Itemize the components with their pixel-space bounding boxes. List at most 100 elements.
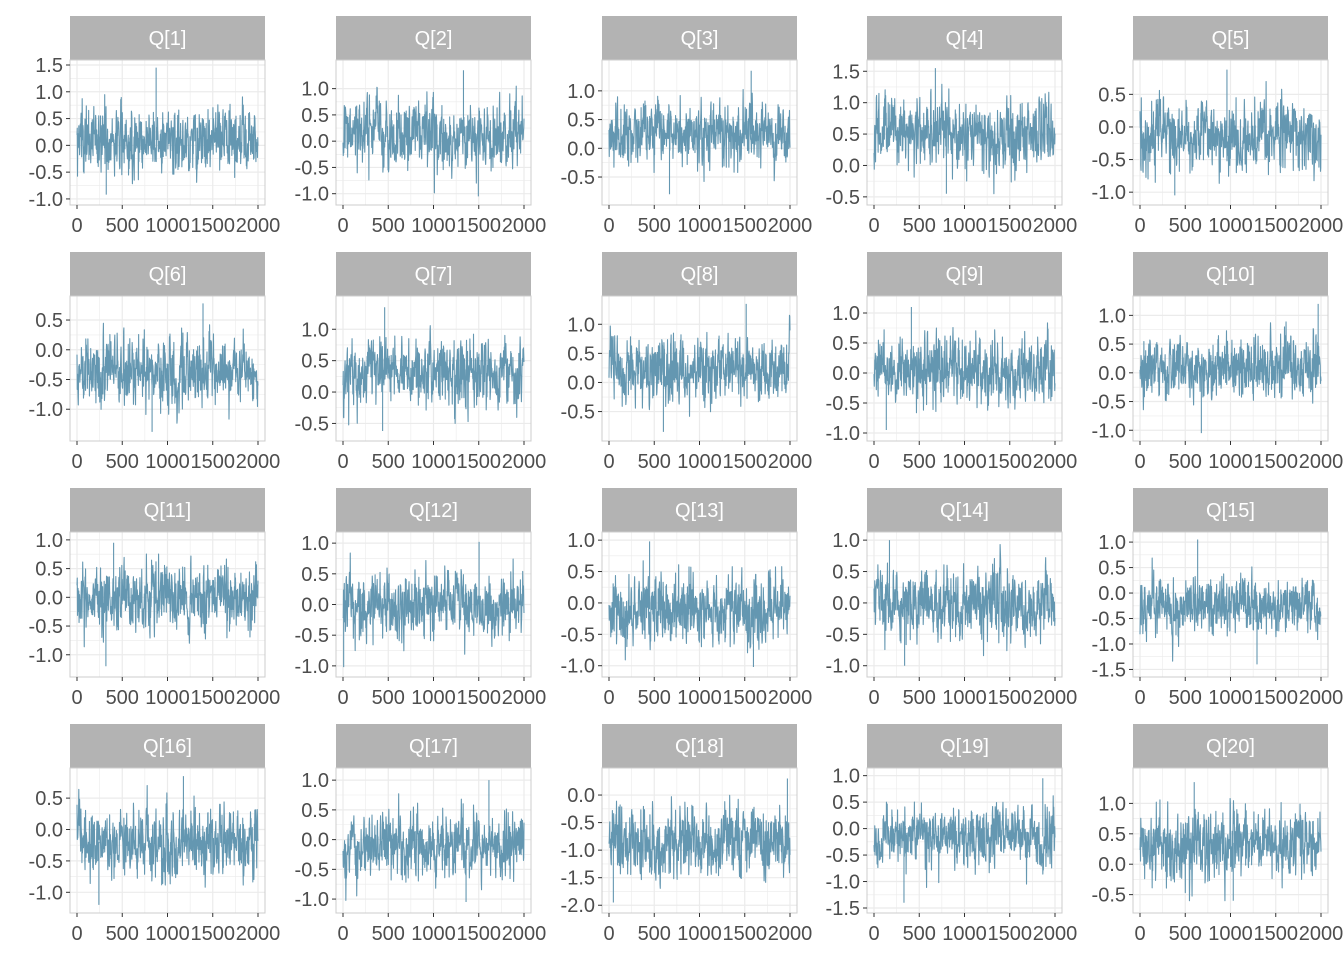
y-tick-label: 0.0 <box>35 340 63 362</box>
y-tick-label: 0.5 <box>35 310 63 332</box>
y-tick-label: 0.5 <box>832 124 860 146</box>
x-tick-label: 2000 <box>502 687 547 709</box>
y-tick-label: 1.0 <box>301 319 329 341</box>
strip-15 <box>1133 488 1328 532</box>
y-tick-label: 1.0 <box>832 530 860 552</box>
y-tick-label: 0.5 <box>35 788 63 810</box>
x-tick-label: 1500 <box>988 687 1033 709</box>
y-tick-label: 0.0 <box>567 138 595 160</box>
y-tick-label: 1.0 <box>301 79 329 101</box>
x-tick-label: 1500 <box>988 215 1033 237</box>
trace-line-5 <box>1139 69 1322 196</box>
trace-line-3 <box>608 70 791 195</box>
trace-line-8 <box>608 303 791 432</box>
strip-8 <box>602 252 797 296</box>
x-tick-label: 1000 <box>145 923 190 945</box>
panel-2: Q[2] -1.0 -0.5 0.0 0.5 1.0 0 500 1000 1500 2000 <box>295 16 546 237</box>
y-tick-label: 1.0 <box>832 93 860 115</box>
y-tick-label: 0.0 <box>567 372 595 394</box>
panel-5: Q[5] -1.0 -0.5 0.0 0.5 0 500 1000 1500 2000 <box>1092 16 1343 237</box>
panel-13: Q[13] -1.0 -0.5 0.0 0.5 1.0 0 500 1000 1500 2000 <box>561 488 813 709</box>
trace-line-16 <box>76 776 259 905</box>
x-tick-label: 1500 <box>457 215 502 237</box>
y-tick-label: -0.5 <box>1092 392 1126 414</box>
x-tick-label: 1500 <box>988 923 1033 945</box>
x-tick-label: 2000 <box>768 687 813 709</box>
x-tick-label: 1000 <box>942 451 987 473</box>
x-tick-label: 1000 <box>1208 451 1253 473</box>
strip-12 <box>336 488 531 532</box>
y-tick-label: -1.0 <box>29 645 63 667</box>
x-tick-label: 2000 <box>1033 923 1078 945</box>
x-tick-label: 0 <box>1134 687 1145 709</box>
y-tick-label: 1.0 <box>301 770 329 792</box>
x-tick-label: 2000 <box>236 451 281 473</box>
x-tick-label: 1000 <box>145 215 190 237</box>
y-tick-label: 0.5 <box>1098 824 1126 846</box>
strip-title: Q[15] <box>1206 500 1255 522</box>
y-tick-label: 0.5 <box>1098 558 1126 580</box>
y-tick-label: 1.0 <box>832 766 860 788</box>
y-tick-label: 0.0 <box>832 819 860 841</box>
strip-9 <box>867 252 1062 296</box>
trace-line-13 <box>608 541 791 667</box>
panel-12: Q[12] -1.0 -0.5 0.0 0.5 1.0 0 500 1000 1500 2000 <box>295 488 547 709</box>
y-tick-label: 0.5 <box>567 110 595 132</box>
x-tick-label: 1000 <box>1208 687 1253 709</box>
x-tick-label: 500 <box>903 687 936 709</box>
y-tick-label: -1.0 <box>29 189 63 211</box>
strip-title: Q[1] <box>149 28 187 50</box>
x-tick-label: 2000 <box>1299 687 1344 709</box>
strip-title: Q[9] <box>946 264 984 286</box>
y-tick-label: 0.5 <box>35 109 63 131</box>
y-tick-label: 0.5 <box>301 564 329 586</box>
y-tick-label: 0.0 <box>832 593 860 615</box>
panel-20: Q[20] -0.5 0.0 0.5 1.0 0 500 1000 1500 2000 <box>1092 724 1343 945</box>
x-tick-label: 500 <box>372 923 405 945</box>
strip-7 <box>336 252 531 296</box>
trace-line-11 <box>76 542 259 667</box>
strip-title: Q[19] <box>940 736 989 758</box>
y-tick-label: 0.0 <box>1098 117 1126 139</box>
strip-10 <box>1133 252 1328 296</box>
strip-title: Q[2] <box>415 28 453 50</box>
y-tick-label: -1.0 <box>826 423 860 445</box>
y-tick-label: 0.0 <box>301 131 329 153</box>
y-tick-label: -0.5 <box>826 845 860 867</box>
y-tick-label: 1.0 <box>1098 305 1126 327</box>
y-tick-label: -0.5 <box>561 402 595 424</box>
trace-line-19 <box>873 778 1056 903</box>
y-tick-label: -1.0 <box>295 184 329 206</box>
y-tick-label: -1.0 <box>295 889 329 911</box>
x-tick-label: 2000 <box>1033 215 1078 237</box>
x-tick-label: 2000 <box>502 923 547 945</box>
trace-line-6 <box>76 303 259 432</box>
x-tick-label: 1500 <box>988 451 1033 473</box>
x-tick-label: 500 <box>638 215 671 237</box>
trace-line-17 <box>342 780 525 903</box>
y-tick-label: -1.5 <box>1092 659 1126 681</box>
strip-1 <box>70 16 265 60</box>
y-tick-label: -1.5 <box>826 898 860 920</box>
strip-title: Q[8] <box>681 264 719 286</box>
panel-14: Q[14] -1.0 -0.5 0.0 0.5 1.0 0 500 1000 1500 2000 <box>826 488 1077 709</box>
panel-6: Q[6] -1.0 -0.5 0.0 0.5 0 500 1000 1500 2000 <box>29 252 281 473</box>
y-tick-label: -0.5 <box>826 393 860 415</box>
strip-title: Q[17] <box>409 736 458 758</box>
y-tick-label: 1.0 <box>35 530 63 552</box>
y-tick-label: -0.5 <box>826 624 860 646</box>
strip-title: Q[4] <box>946 28 984 50</box>
x-tick-label: 1000 <box>145 687 190 709</box>
x-tick-label: 1500 <box>723 451 768 473</box>
x-tick-label: 1000 <box>942 215 987 237</box>
y-tick-label: 0.5 <box>567 343 595 365</box>
strip-11 <box>70 488 265 532</box>
x-tick-label: 500 <box>638 687 671 709</box>
x-tick-label: 2000 <box>236 923 281 945</box>
strip-3 <box>602 16 797 60</box>
x-tick-label: 0 <box>71 923 82 945</box>
y-tick-label: 1.0 <box>35 82 63 104</box>
trace-line-18 <box>608 778 791 903</box>
y-tick-label: 1.5 <box>832 61 860 83</box>
x-tick-label: 0 <box>337 215 348 237</box>
